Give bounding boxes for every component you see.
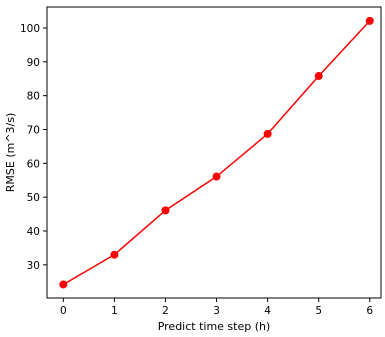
y-tick-label: 30 [27, 260, 40, 272]
x-tick-label: 5 [315, 305, 322, 317]
x-tick-label: 6 [366, 305, 373, 317]
x-tick-label: 1 [111, 305, 118, 317]
plot-frame [46, 6, 382, 299]
data-point [212, 172, 221, 181]
x-axis-label: Predict time step (h) [158, 320, 271, 333]
series-layer [59, 16, 374, 289]
y-axis-ticks: 30 40 50 60 70 80 90 100 [20, 23, 47, 272]
series-line [62, 20, 371, 286]
y-tick-label: 50 [27, 192, 40, 204]
y-tick-label: 80 [27, 91, 40, 103]
y-tick-label: 40 [27, 226, 40, 238]
data-point [59, 280, 68, 289]
y-tick-label: 100 [20, 23, 40, 35]
y-tick-label: 70 [27, 124, 40, 136]
data-point [110, 250, 119, 259]
data-point [365, 16, 374, 25]
y-tick-label: 60 [27, 158, 40, 170]
x-tick-label: 2 [162, 305, 169, 317]
x-tick-label: 4 [264, 305, 271, 317]
y-axis-label: RMSE (m^3/s) [4, 113, 17, 193]
data-point [161, 206, 170, 215]
x-tick-label: 3 [213, 305, 220, 317]
data-point [314, 72, 323, 81]
y-tick-label: 90 [27, 57, 40, 69]
x-tick-label: 0 [60, 305, 67, 317]
data-point [263, 129, 272, 138]
x-axis-ticks: 0 1 2 3 4 5 6 [60, 298, 373, 317]
